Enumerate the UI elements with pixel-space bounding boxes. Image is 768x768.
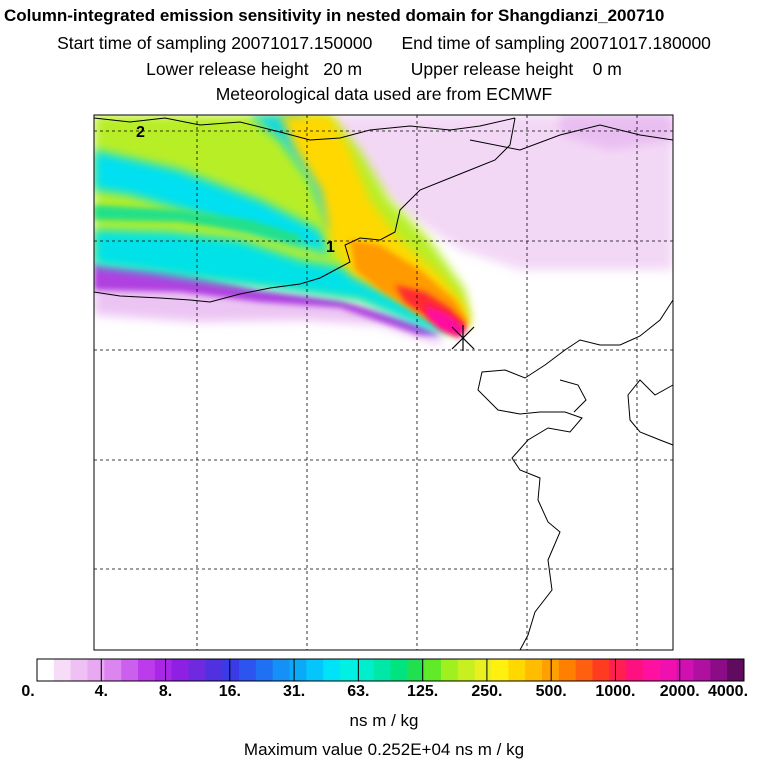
colorbar-swatch [87,659,105,681]
colorbar-swatch [104,659,122,681]
coast-island [559,379,587,413]
start-label: Start time of sampling [57,33,227,53]
contour-label-2: 2 [136,124,145,141]
colorbar-swatch [390,659,408,681]
colorbar-swatch [491,659,509,681]
colorbar-swatch [441,659,459,681]
colorbar-swatch [340,659,358,681]
map-frame [93,114,674,651]
colorbar-swatch [508,659,526,681]
colorbar-swatch [289,659,307,681]
border-north [93,117,516,141]
field-cyan-band [94,230,455,330]
colorbar-swatch [710,659,728,681]
colorbar-swatch [356,659,375,681]
colorbar-swatch [205,659,223,681]
plot-title: Column-integrated emission sensitivity i… [4,6,665,25]
colorbar-tick-label: 125. [407,683,439,700]
upper-label: Upper release height [410,59,574,79]
colorbar-tick-label: 1000. [595,683,636,700]
end-label: End time of sampling [401,33,565,53]
coast-east-1 [469,124,674,151]
colorbar-swatch [53,659,72,681]
colorbar-tick-label: 63. [347,683,370,700]
colorbar-tick-label: 2000. [659,683,700,700]
coast-bohai-north [93,117,516,303]
colorbar-tick-label: 0. [21,683,35,700]
colorbar-swatch [575,659,593,681]
colorbar-tick-label: 500. [535,683,567,700]
colorbar-swatch [659,659,678,681]
end-value: 20071017.180000 [569,33,711,53]
lat-lon-grid [94,115,673,650]
colorbar-swatch [171,659,189,681]
upper-value: 0 m [592,59,622,79]
colorbar-swatch [121,659,139,681]
contour-label-1: 1 [326,239,335,256]
colorbar-swatch [424,659,442,681]
colorbar-swatch [138,659,156,681]
colorbar-swatch [373,659,391,681]
colorbar-swatch [626,659,644,681]
colorbar-unit: ns m / kg [349,711,419,730]
coast-liaodong [477,299,674,651]
colorbar-tick-label: 4. [94,683,108,700]
met-data-note: Meteorological data used are from ECMWF [215,84,553,104]
colorbar-swatch [525,659,543,681]
receptor-marker [451,325,475,351]
colorbar-swatch [407,659,425,681]
colorbar [36,658,745,682]
colorbar-swatch [37,659,55,681]
colorbar-swatch [609,659,627,681]
colorbar-swatch [474,659,492,681]
colorbar-frame [36,658,745,682]
colorbar-swatch [154,659,173,681]
colorbar-swatch [693,659,711,681]
field-lilac-ne [330,115,673,270]
field-magenta [425,305,466,338]
colorbar-swatch [272,659,290,681]
colorbar-swatch [558,659,577,681]
field-cyan-3 [250,115,345,230]
coastline-layer [93,117,674,651]
colorbar-swatch [457,659,476,681]
colorbar-tick-label: 8. [158,683,173,700]
colorbar-swatch [323,659,341,681]
colorbar-swatch [592,659,610,681]
lower-value: 20 m [323,59,363,79]
start-value: 20071017.150000 [231,33,373,53]
field-lilac-ne-2 [560,115,673,150]
colorbar-swatch [542,659,560,681]
colorbar-swatch [306,659,324,681]
maximum-value: Maximum value 0.252E+04 ns m / kg [243,740,525,759]
colorbar-swatch [727,659,745,681]
lower-label: Lower release height [146,59,309,79]
colorbar-swatch [643,659,661,681]
colorbar-swatch [222,659,240,681]
colorbar-tick-label: 4000. [707,683,749,700]
colorbar-tick-label: 250. [471,683,503,700]
colorbar-tick-label: 16. [218,683,241,700]
colorbar-swatch [188,659,206,681]
coast-korea [627,379,674,446]
colorbar-tick-label: 31. [282,683,306,700]
release-heights: Lower release height 20 m Upper release … [0,59,768,80]
colorbar-swatch [255,659,274,681]
colorbar-swatch [676,659,694,681]
field-green-ribbon [94,205,300,245]
colorbar-swatch [70,659,88,681]
field-purple-band [94,262,440,335]
emission-sensitivity-field [94,115,673,345]
colorbar-swatch [239,659,257,681]
sampling-times: Start time of sampling 20071017.150000 E… [0,33,768,54]
